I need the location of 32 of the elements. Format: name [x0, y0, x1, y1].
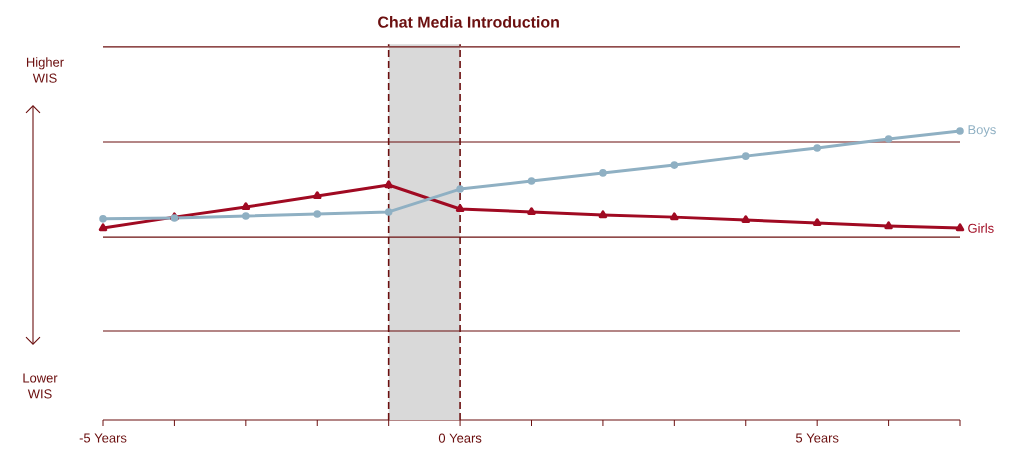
text: Higher WIS [26, 57, 64, 83]
point [884, 135, 893, 143]
point [99, 215, 107, 223]
point [527, 177, 536, 185]
series-label: Girls [968, 223, 994, 233]
point [313, 210, 322, 218]
band-label: Chat Media Introduction [378, 16, 559, 28]
point [813, 144, 821, 152]
point [598, 210, 608, 219]
point [884, 221, 893, 230]
point [242, 212, 250, 220]
point [956, 127, 964, 135]
point [312, 191, 322, 200]
point [599, 169, 607, 177]
x-tick-label: 0 Years [438, 433, 482, 443]
point [384, 180, 393, 189]
point [741, 152, 750, 160]
point [812, 218, 822, 226]
x-tick-label: 5 Years [795, 433, 839, 443]
series-label: Boys [968, 125, 996, 137]
point [455, 204, 465, 213]
point [670, 212, 679, 221]
text: Lower WIS [23, 373, 58, 399]
point [741, 215, 751, 224]
point [955, 223, 965, 232]
point [241, 202, 251, 211]
point [384, 208, 393, 216]
point [456, 185, 464, 193]
x-tick-label: -5 Years [79, 433, 127, 443]
point [670, 161, 679, 169]
point [98, 223, 108, 232]
point [527, 207, 536, 216]
